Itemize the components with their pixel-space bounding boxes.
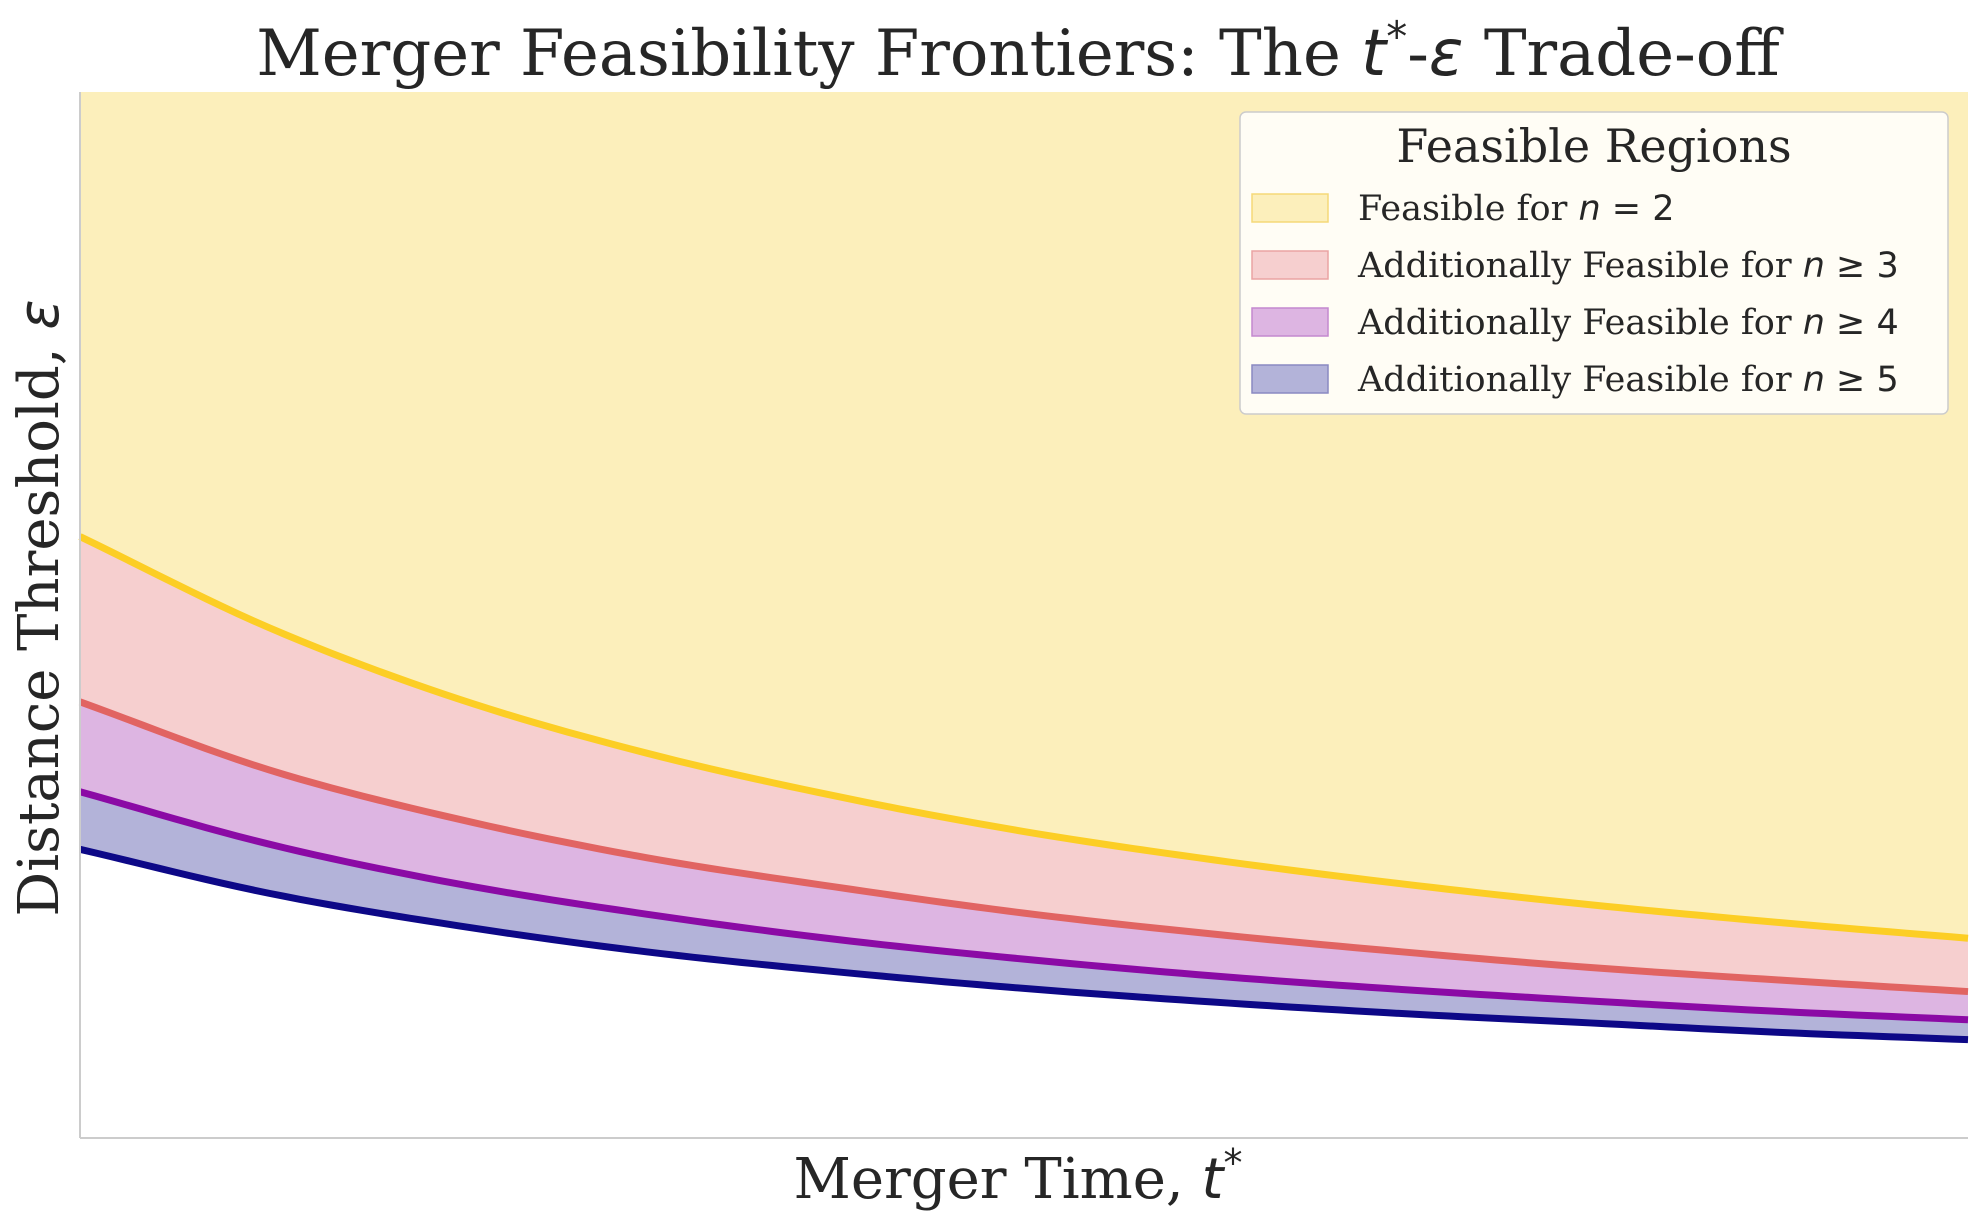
y-axis-label: Distance Threshold, ε <box>7 299 72 916</box>
legend-swatch-n5 <box>1251 364 1329 394</box>
x-label-symbol: t <box>1201 1147 1225 1212</box>
legend-entry-n5: Additionally Feasible for n ≥ 5 <box>1251 360 1899 400</box>
title-star: * <box>1386 12 1407 61</box>
frontier-line-n5 <box>79 845 1969 1044</box>
legend-swatch-n2 <box>1251 193 1329 223</box>
x-axis-label: Merger Time, t* <box>794 1141 1243 1212</box>
legend-entries: Feasible for n = 2 Additionally Feasible … <box>1251 189 1899 400</box>
legend-title: Feasible Regions <box>1396 119 1791 173</box>
legend-entry-n3: Additionally Feasible for n ≥ 3 <box>1251 246 1899 286</box>
legend-entry-n2: Feasible for n = 2 <box>1251 189 1674 229</box>
legend-box <box>1239 111 1949 415</box>
title-eps-symbol: ε <box>1429 17 1464 91</box>
frontier-line-n4 <box>79 788 1969 1024</box>
legend: Feasible Regions Feasible for n = 2 Addit… <box>1239 111 1949 415</box>
frontier-line-n3 <box>78 698 1969 996</box>
y-label-symbol: ε <box>7 299 72 329</box>
legend-swatch-n4 <box>1251 307 1329 337</box>
x-label-star: * <box>1223 1141 1242 1185</box>
legend-swatch-n3 <box>1251 250 1329 280</box>
legend-label-n5: Additionally Feasible for n ≥ 5 <box>1357 360 1899 400</box>
legend-label-n3: Additionally Feasible for n ≥ 3 <box>1357 246 1899 286</box>
frontier-lines <box>78 533 1969 1044</box>
legend-entry-n4: Additionally Feasible for n ≥ 4 <box>1251 303 1899 343</box>
y-label-text: Distance Threshold, <box>7 330 72 917</box>
legend-label-n4: Additionally Feasible for n ≥ 4 <box>1357 303 1899 343</box>
frontier-line-n2 <box>78 533 1969 942</box>
title-suffix: Trade-off <box>1463 17 1784 91</box>
x-label-text: Merger Time, <box>794 1147 1202 1212</box>
title-t-symbol: t <box>1361 17 1389 91</box>
title-dash: - <box>1407 17 1429 91</box>
title-prefix: Merger Feasibility Frontiers: The <box>256 17 1361 91</box>
chart-title: Merger Feasibility Frontiers: The t*-ε T… <box>256 12 1784 91</box>
legend-label-n2: Feasible for n = 2 <box>1358 189 1674 229</box>
region-fill-n3 <box>80 536 1968 992</box>
